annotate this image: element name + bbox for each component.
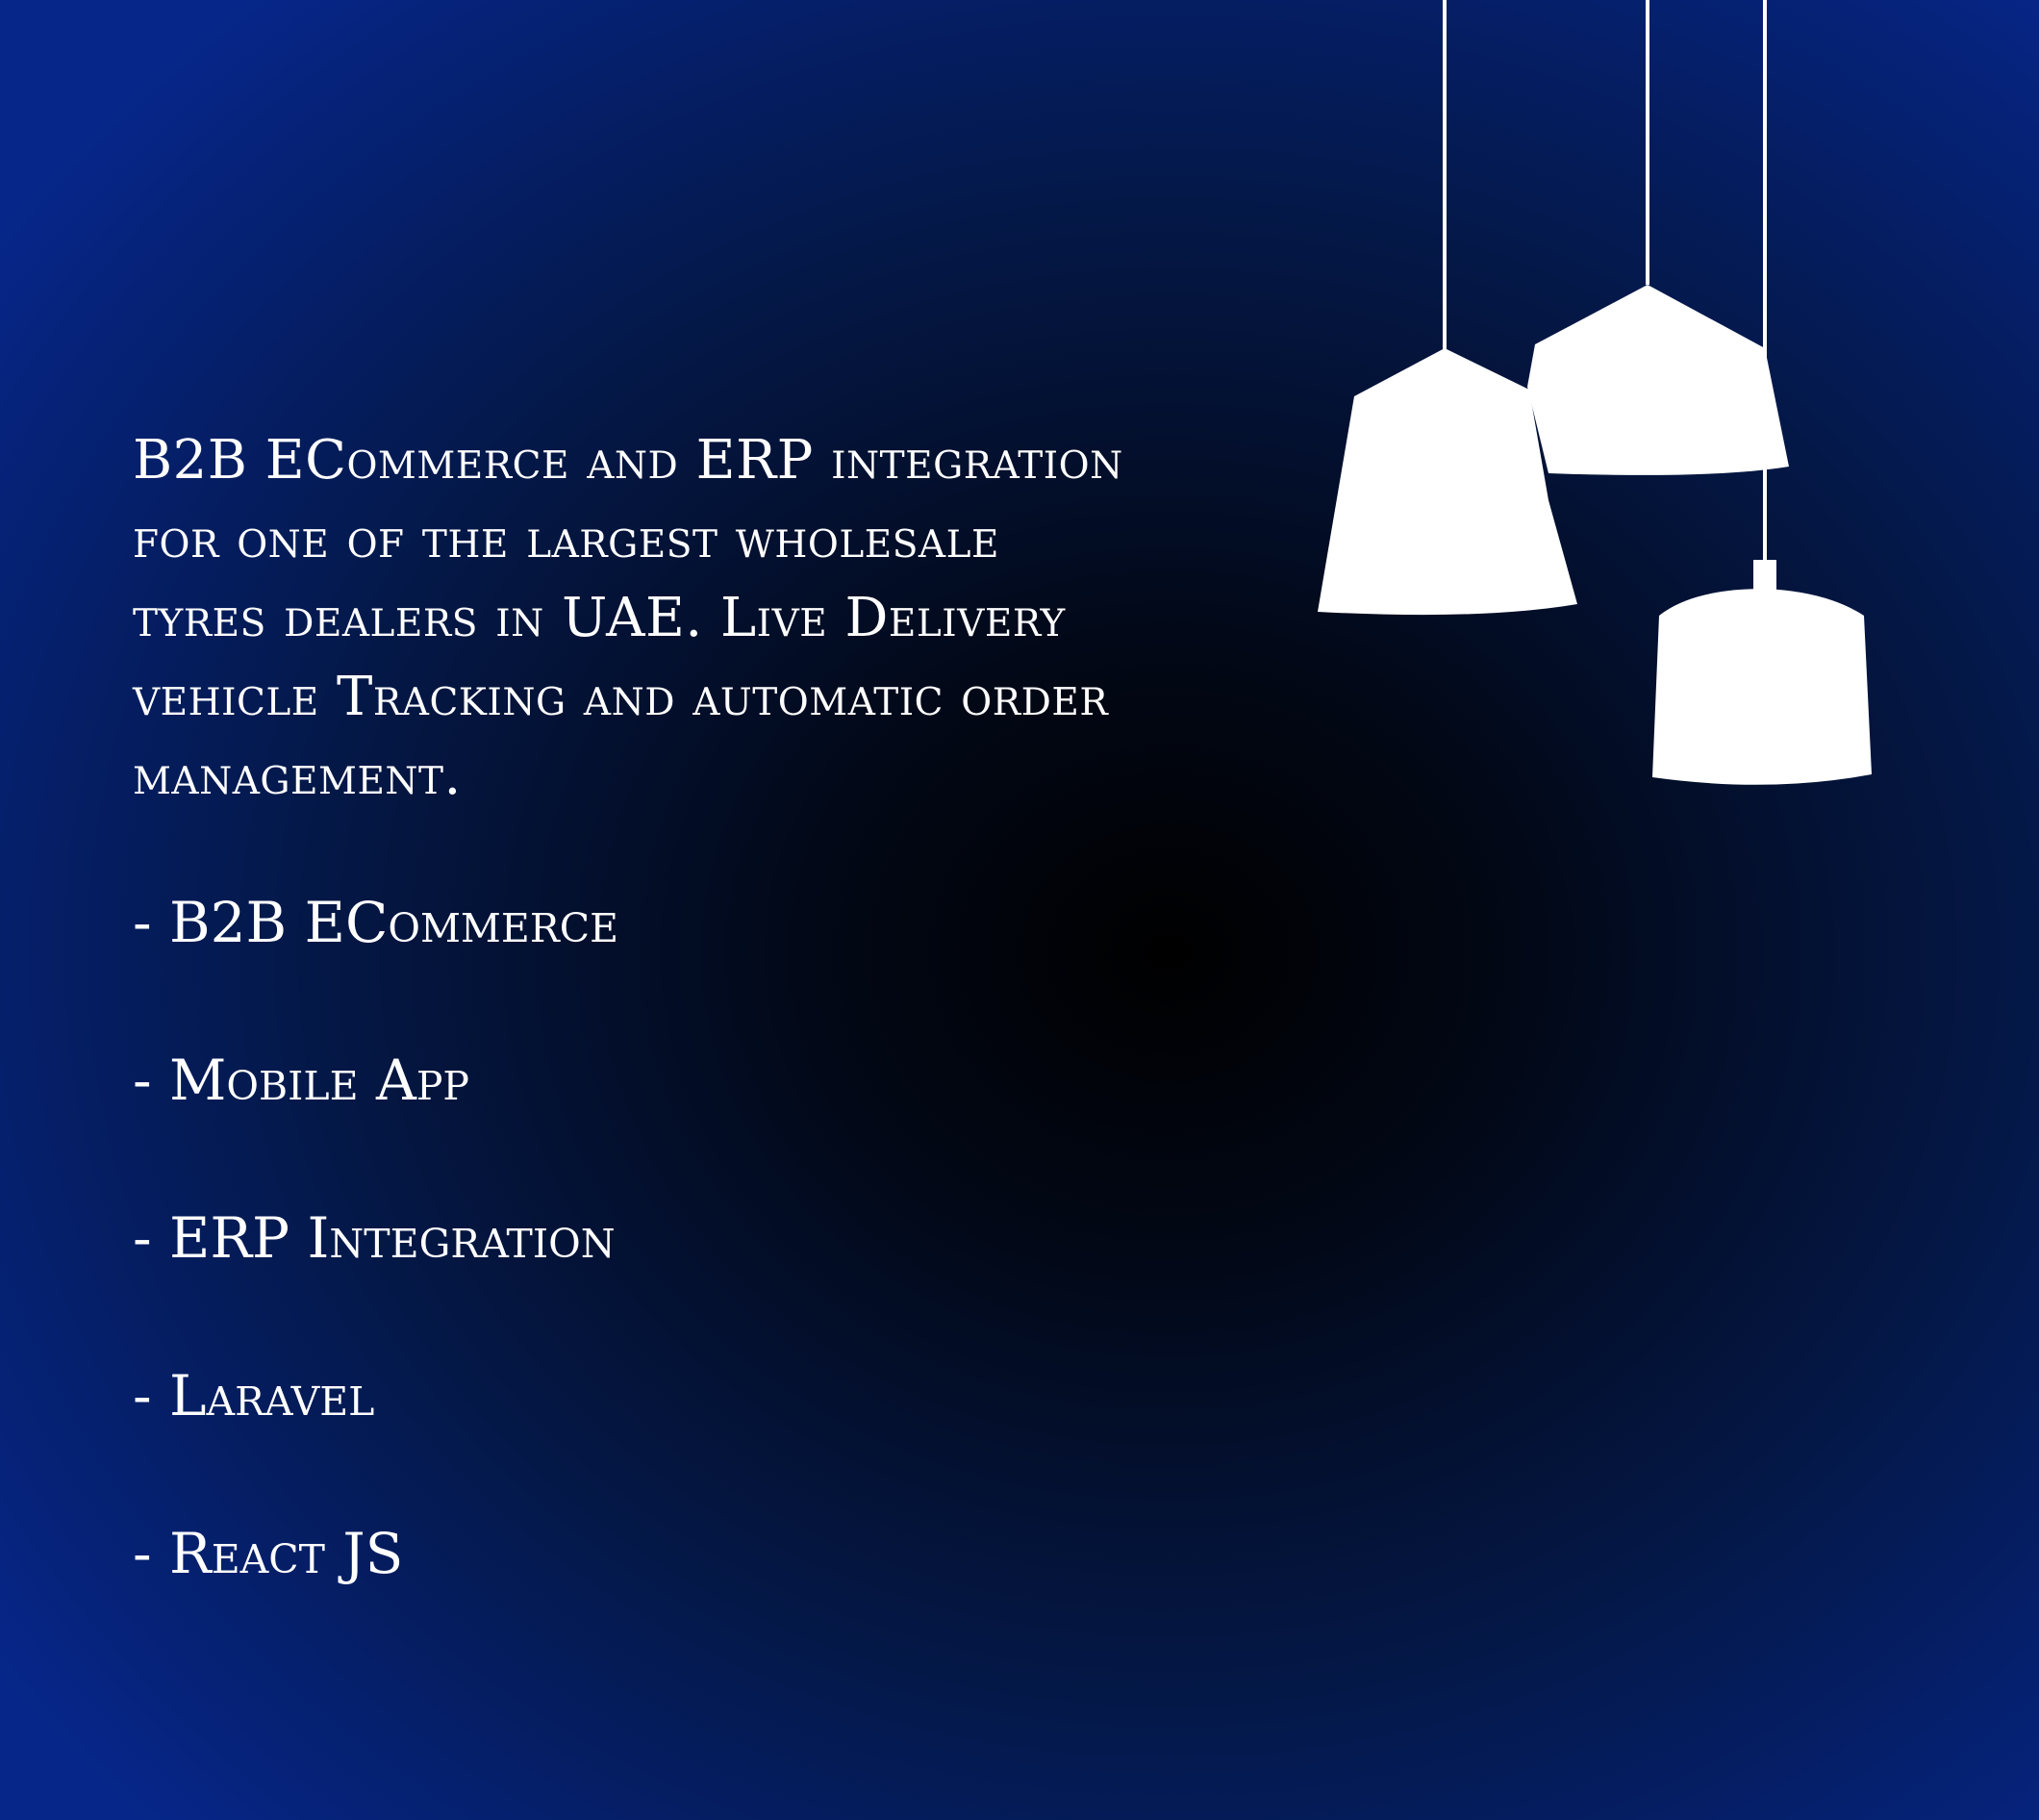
tech-item-react-js: - React JS bbox=[133, 1521, 404, 1586]
tech-item-mobile-app: - Mobile App bbox=[133, 1048, 470, 1113]
lamp-shade-middle bbox=[1527, 285, 1789, 475]
lamp-neck-right bbox=[1753, 560, 1776, 593]
lamp-shade-left bbox=[1318, 348, 1577, 616]
pendant-lamps-icon bbox=[1318, 0, 1872, 785]
tech-list: - B2B ECommerce - Mobile App - ERP Integ… bbox=[133, 883, 618, 1672]
lamp-shade-right bbox=[1652, 589, 1872, 785]
tech-item-laravel: - Laravel bbox=[133, 1363, 375, 1428]
project-content: B2B ECommerce and ERP integration for on… bbox=[133, 421, 1306, 1586]
tech-item-b2b-ecommerce: - B2B ECommerce bbox=[133, 890, 619, 955]
project-description: B2B ECommerce and ERP integration for on… bbox=[133, 429, 1123, 807]
tech-item-erp-integration: - ERP Integration bbox=[133, 1205, 616, 1271]
